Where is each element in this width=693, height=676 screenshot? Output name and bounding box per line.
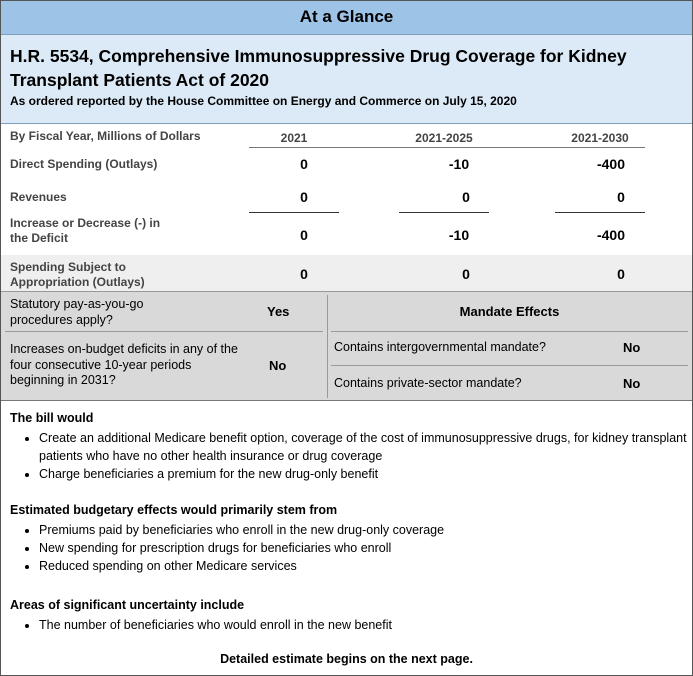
row-label-deficit: Increase or Decrease (-) in the Deficit: [10, 216, 161, 245]
section-title-uncertainty: Areas of significant uncertainty include: [10, 598, 245, 612]
list-item: New spending for prescription drugs for …: [39, 539, 689, 557]
footer-note: Detailed estimate begins on the next pag…: [220, 652, 473, 666]
paygo-value: Yes: [267, 304, 290, 319]
sum-rule: [555, 212, 645, 213]
procedures-and-mandates-section: Statutory pay-as-you-go procedures apply…: [1, 291, 692, 401]
value-direct-spending-2021-2025: -10: [448, 156, 470, 172]
sum-rule: [249, 212, 339, 213]
section-title-bill-would: The bill would: [10, 411, 94, 425]
intergovernmental-mandate-label: Contains intergovernmental mandate?: [334, 340, 546, 354]
value-direct-spending-2021: 0: [300, 156, 308, 172]
value-deficit-2021-2025: -10: [448, 227, 470, 243]
value-deficit-2021: 0: [300, 227, 308, 243]
divider: [5, 331, 323, 332]
column-header: 2021: [280, 131, 308, 145]
sum-rule: [399, 212, 489, 213]
value-direct-spending-2021-2030: -400: [596, 156, 626, 172]
value-revenues-2021-2030: 0: [617, 189, 625, 205]
bill-would-list: Create an additional Medicare benefit op…: [17, 429, 689, 483]
row-label-revenues: Revenues: [10, 190, 67, 204]
deficit-periods-label: Increases on-budget deficits in any of t…: [10, 342, 238, 387]
list-item: Charge beneficiaries a premium for the n…: [39, 465, 689, 483]
row-label-direct-spending: Direct Spending (Outlays): [10, 157, 158, 171]
deficit-periods-value: No: [269, 358, 287, 373]
value-appropriation-2021: 0: [300, 266, 308, 282]
bill-subtitle: As ordered reported by the House Committ…: [10, 94, 517, 108]
header-title: At a Glance: [299, 7, 394, 26]
list-item: Premiums paid by beneficiaries who enrol…: [39, 521, 689, 539]
value-appropriation-2021-2030: 0: [617, 266, 625, 282]
private-sector-mandate-value: No: [623, 376, 641, 391]
bill-title-block: H.R. 5534, Comprehensive Immunosuppressi…: [1, 35, 692, 124]
column-header-rule: [249, 147, 645, 148]
value-appropriation-2021-2025: 0: [462, 266, 470, 282]
list-item: The number of beneficiaries who would en…: [39, 616, 689, 634]
table-heading: By Fiscal Year, Millions of Dollars: [10, 129, 201, 143]
uncertainty-list: The number of beneficiaries who would en…: [17, 616, 689, 634]
budgetary-effects-list: Premiums paid by beneficiaries who enrol…: [17, 521, 689, 575]
divider: [331, 331, 688, 332]
row-label-appropriation: Spending Subject to Appropriation (Outla…: [10, 260, 145, 289]
column-header: 2021-2025: [415, 131, 473, 145]
divider: [327, 295, 328, 398]
list-item: Create an additional Medicare benefit op…: [39, 429, 689, 465]
private-sector-mandate-label: Contains private-sector mandate?: [334, 376, 522, 390]
column-header: 2021-2030: [571, 131, 629, 145]
paygo-label: Statutory pay-as-you-go procedures apply…: [10, 297, 144, 327]
intergovernmental-mandate-value: No: [623, 340, 641, 355]
section-title-budgetary-effects: Estimated budgetary effects would primar…: [10, 503, 338, 517]
list-item: Reduced spending on other Medicare servi…: [39, 557, 689, 575]
value-revenues-2021: 0: [300, 189, 308, 205]
bill-title: H.R. 5534, Comprehensive Immunosuppressi…: [10, 46, 627, 90]
value-deficit-2021-2030: -400: [596, 227, 626, 243]
header-bar: At a Glance: [1, 1, 692, 35]
mandate-effects-title: Mandate Effects: [459, 304, 560, 319]
appropriation-row-background: [1, 255, 692, 291]
value-revenues-2021-2025: 0: [462, 189, 470, 205]
divider: [331, 365, 688, 366]
